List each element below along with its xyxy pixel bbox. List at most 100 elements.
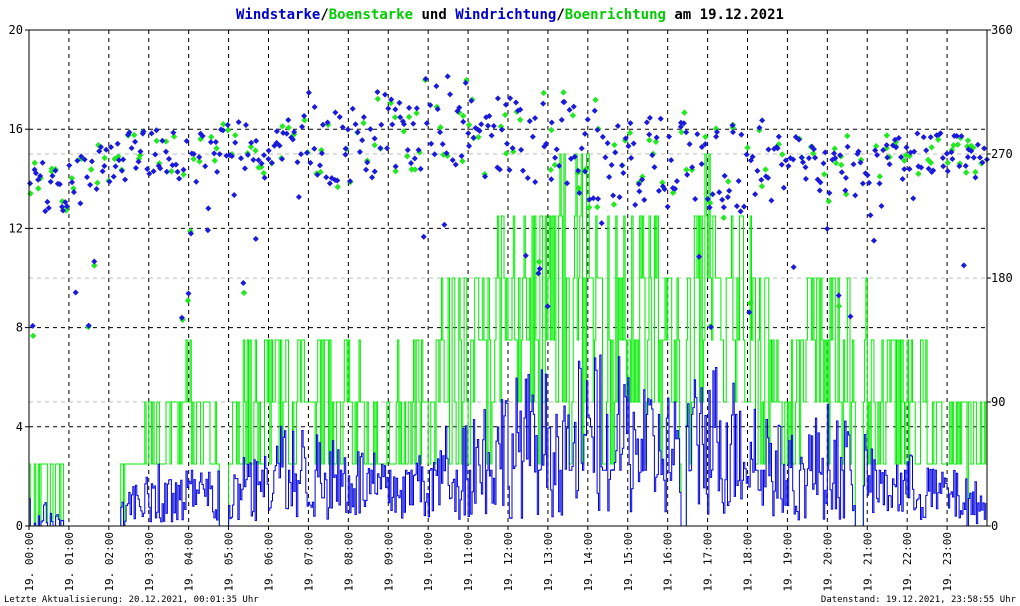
wind-direction-point [456,104,463,111]
wind-direction-point [923,147,930,154]
wind-direction-point [371,168,378,175]
wind-direction-point [384,145,391,152]
wind-direction-point [507,95,514,102]
gust-direction-point [832,159,840,167]
wind-direction-point [543,140,550,147]
wind-direction-point [250,156,257,163]
gust-direction-point [180,171,187,178]
x-tick-label: 19. 02:00 [103,532,116,592]
wind-direction-point [816,187,823,194]
wind-direction-point [524,174,531,181]
gust-direction-point [220,120,227,128]
gust-direction-point [190,155,197,163]
wind-direction-point [724,194,731,201]
wind-direction-point [832,155,839,162]
wind-direction-point [566,106,573,113]
wind-direction-point [39,159,46,166]
wind-direction-point [244,151,251,158]
wind-direction-point [741,203,748,210]
wind-direction-point [835,292,842,299]
wind-direction-point [128,145,135,152]
wind-direction-point [377,145,384,152]
wind-direction-point [619,162,626,169]
wind-direction-point [318,150,325,157]
wind-direction-point [866,179,873,186]
wind-direction-point [822,149,829,156]
gust-direction-point [247,143,255,151]
wind-direction-point [434,106,441,113]
wind-direction-point [157,165,164,172]
wind-direction-point [657,115,664,122]
wind-direction-point [311,103,318,110]
wind-direction-point [578,145,585,152]
wind-direction-point [354,129,361,136]
wind-direction-point [960,262,967,269]
x-tick-label: 19. 18:00 [742,532,755,592]
wind-direction-point [122,176,129,183]
gust-direction-point [371,141,378,149]
wind-direction-point [661,186,668,193]
wind-direction-point [407,160,414,167]
gust-direction-point [196,158,203,165]
wind-direction-point [447,91,454,98]
y-right-tick-label: 0 [991,519,998,533]
wind-direction-point [625,143,632,150]
wind-direction-point [765,174,772,181]
gust-direction-point [408,166,415,173]
wind-direction-point [838,169,845,176]
wind-direction-point [844,143,851,150]
wind-direction-point [344,126,351,133]
wind-direction-point [242,122,249,129]
gust-direction-point [569,112,577,119]
gust-direction-point [652,138,660,145]
wind-direction-point [494,95,501,102]
wind-direction-point [668,157,675,164]
wind-direction-point [780,184,787,191]
wind-direction-point [552,154,559,161]
wind-direction-point [898,154,905,161]
wind-direction-point [332,109,339,116]
gust-direction-point [758,183,766,190]
gust-direction-point [626,129,634,137]
wind-direction-point [214,168,221,175]
gust-direction-point [58,198,66,205]
wind-direction-point [752,191,759,198]
wind-direction-point [532,115,539,122]
wind-direction-point [466,143,473,150]
wind-direction-point [295,194,302,201]
wind-direction-point [506,166,513,173]
gust-direction-point [260,169,267,177]
wind-direction-point [85,322,92,329]
wind-direction-point [422,75,429,82]
wind-direction-point [253,137,260,144]
wind-direction-point [88,158,95,165]
wind-direction-point [713,129,720,136]
wind-direction-point [334,177,341,184]
wind-direction-point [886,161,893,168]
gust-direction-point [88,166,95,173]
gust-direction-point [915,170,922,177]
wind-direction-point [598,220,605,227]
wind-direction-point [653,134,660,141]
wind-direction-point [706,204,713,211]
x-tick-label: 19. 19:00 [781,532,794,592]
wind-direction-point [956,163,963,170]
wind-direction-point [319,121,326,128]
gust-direction-point [548,126,555,134]
wind-direction-point [509,145,516,152]
wind-direction-point [930,167,937,174]
gust-direction-point [844,132,851,140]
wind-direction-point [462,79,469,86]
wind-direction-point [895,134,902,141]
wind-direction-point [212,139,219,146]
gust-direction-point [70,185,77,192]
wind-direction-point [150,168,157,175]
wind-direction-point [220,127,227,134]
wind-direction-point [165,155,172,162]
wind-direction-point [406,104,413,111]
wind-direction-point [84,174,91,181]
x-tick-label: 19. 21:00 [861,532,874,592]
wind-direction-point [103,146,110,153]
wind-direction-point [737,208,744,215]
wind-direction-point [465,130,472,137]
